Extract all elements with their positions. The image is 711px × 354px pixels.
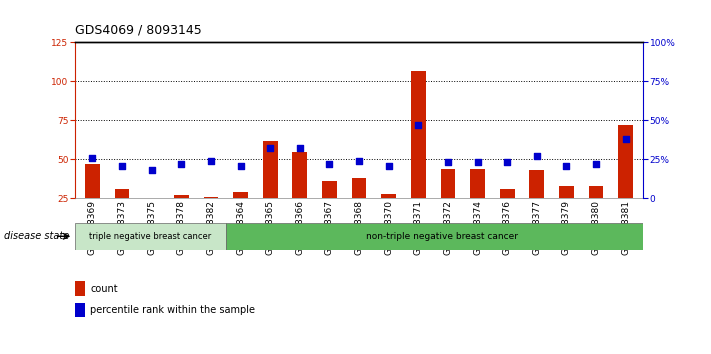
Point [590, 161, 602, 167]
Point [442, 160, 454, 165]
Text: count: count [90, 284, 118, 293]
Point [294, 145, 306, 151]
Point [383, 163, 395, 169]
Text: GDS4069 / 8093145: GDS4069 / 8093145 [75, 23, 201, 36]
Point [205, 158, 217, 164]
Bar [441, 169, 455, 237]
Point [235, 163, 246, 169]
Bar [233, 192, 248, 237]
Bar [75, 223, 225, 250]
Point [264, 145, 276, 151]
Bar [559, 186, 574, 237]
Point [501, 160, 513, 165]
Point [472, 160, 483, 165]
Bar [203, 197, 218, 237]
Point [87, 155, 98, 161]
Point [146, 167, 157, 173]
Bar [411, 70, 426, 237]
Text: percentile rank within the sample: percentile rank within the sample [90, 305, 255, 315]
Point [324, 161, 335, 167]
Bar [114, 189, 129, 237]
Text: triple negative breast cancer: triple negative breast cancer [89, 232, 211, 241]
Bar [381, 194, 396, 237]
Bar [174, 195, 188, 237]
Bar [85, 164, 100, 237]
Point [117, 163, 128, 169]
Point [561, 163, 572, 169]
Point [531, 153, 542, 159]
Text: disease state: disease state [4, 231, 69, 241]
Bar [589, 186, 604, 237]
Bar [500, 189, 515, 237]
Text: non-triple negative breast cancer: non-triple negative breast cancer [366, 232, 518, 241]
Point [353, 158, 365, 164]
Bar [470, 169, 485, 237]
Bar [530, 170, 544, 237]
Bar [322, 181, 337, 237]
Bar [144, 198, 159, 237]
Bar [352, 178, 366, 237]
Bar [263, 141, 277, 237]
Bar [226, 223, 658, 250]
Point [620, 136, 631, 142]
Bar [619, 125, 633, 237]
Bar [292, 152, 307, 237]
Point [176, 161, 187, 167]
Point [412, 122, 424, 128]
